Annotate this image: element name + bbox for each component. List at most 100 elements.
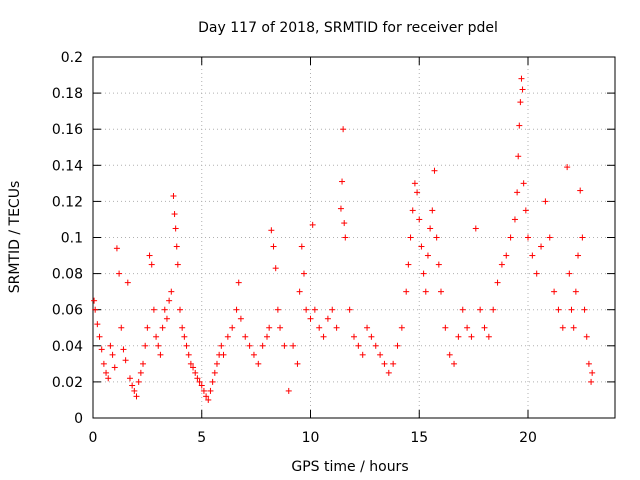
data-point bbox=[464, 324, 471, 331]
data-point bbox=[272, 265, 279, 272]
data-point bbox=[133, 393, 140, 400]
data-point bbox=[168, 288, 175, 295]
data-point bbox=[433, 234, 440, 241]
data-point bbox=[494, 279, 501, 286]
data-point bbox=[224, 333, 231, 340]
data-point bbox=[185, 351, 192, 358]
data-point bbox=[490, 306, 497, 313]
data-point bbox=[431, 167, 438, 174]
x-tick-label: 10 bbox=[302, 430, 320, 446]
data-point bbox=[427, 225, 434, 232]
y-tick-label: 0 bbox=[74, 411, 83, 427]
data-point bbox=[507, 234, 514, 241]
data-point bbox=[163, 315, 170, 322]
data-point bbox=[200, 387, 207, 394]
data-point bbox=[237, 315, 244, 322]
x-tick-label: 15 bbox=[410, 430, 428, 446]
data-point bbox=[146, 252, 153, 259]
data-point bbox=[405, 261, 412, 268]
data-point bbox=[585, 360, 592, 367]
data-point bbox=[398, 324, 405, 331]
data-point bbox=[259, 342, 266, 349]
data-point bbox=[300, 270, 307, 277]
data-point bbox=[229, 324, 236, 331]
data-point bbox=[514, 189, 521, 196]
chart-title: Day 117 of 2018, SRMTID for receiver pde… bbox=[198, 20, 498, 36]
data-point bbox=[559, 324, 566, 331]
data-point bbox=[207, 387, 214, 394]
data-point bbox=[153, 333, 160, 340]
data-point bbox=[194, 375, 201, 382]
x-tick-label: 5 bbox=[197, 430, 206, 446]
data-point bbox=[290, 342, 297, 349]
data-point bbox=[92, 306, 99, 313]
data-point bbox=[135, 378, 142, 385]
data-point bbox=[91, 297, 98, 304]
data-point bbox=[589, 369, 596, 376]
data-point bbox=[142, 342, 149, 349]
data-point bbox=[250, 351, 257, 358]
data-point bbox=[96, 333, 103, 340]
data-point bbox=[177, 306, 183, 313]
axis-ticks bbox=[92, 56, 615, 419]
data-point bbox=[409, 207, 416, 214]
data-point bbox=[111, 364, 118, 371]
data-point bbox=[385, 369, 392, 376]
data-point bbox=[519, 86, 526, 93]
data-point bbox=[511, 216, 518, 223]
data-point bbox=[109, 351, 116, 358]
y-tick-label: 0.16 bbox=[52, 122, 83, 138]
data-point bbox=[414, 189, 421, 196]
data-point bbox=[105, 375, 112, 382]
data-point bbox=[438, 288, 444, 295]
data-point bbox=[144, 324, 151, 331]
data-point bbox=[264, 333, 270, 340]
data-point bbox=[129, 382, 136, 389]
data-point bbox=[266, 324, 273, 331]
data-point bbox=[120, 346, 127, 353]
data-point bbox=[100, 360, 107, 367]
data-point bbox=[533, 270, 540, 277]
data-point bbox=[131, 387, 138, 394]
data-point bbox=[377, 351, 384, 358]
data-point bbox=[581, 306, 588, 313]
data-point bbox=[116, 270, 123, 277]
data-point bbox=[270, 243, 277, 250]
data-point bbox=[517, 99, 524, 106]
data-point bbox=[564, 164, 571, 171]
data-point bbox=[522, 207, 529, 214]
data-point bbox=[566, 270, 573, 277]
data-point bbox=[455, 333, 462, 340]
data-point bbox=[235, 279, 242, 286]
data-point bbox=[418, 243, 425, 250]
data-point bbox=[124, 279, 131, 286]
data-point bbox=[122, 357, 129, 364]
data-point bbox=[485, 333, 492, 340]
data-point bbox=[551, 288, 558, 295]
data-point bbox=[281, 342, 288, 349]
data-point bbox=[518, 75, 525, 82]
data-point bbox=[233, 306, 240, 313]
data-point bbox=[187, 360, 194, 367]
data-point bbox=[192, 369, 199, 376]
data-point bbox=[346, 306, 353, 313]
data-point bbox=[150, 306, 157, 313]
data-point bbox=[103, 369, 110, 376]
data-point bbox=[390, 360, 397, 367]
data-point bbox=[173, 243, 180, 250]
data-point bbox=[203, 393, 210, 400]
y-tick-label: 0.12 bbox=[52, 194, 83, 210]
data-point bbox=[309, 221, 316, 228]
data-point bbox=[468, 333, 475, 340]
data-point bbox=[218, 342, 225, 349]
data-point bbox=[359, 351, 366, 358]
data-point bbox=[209, 378, 216, 385]
data-point bbox=[337, 205, 344, 212]
data-point bbox=[422, 288, 429, 295]
data-point bbox=[364, 324, 371, 331]
data-point bbox=[296, 288, 303, 295]
data-point bbox=[311, 306, 318, 313]
data-point bbox=[294, 360, 301, 367]
y-tick-label: 0.08 bbox=[52, 267, 83, 283]
data-point bbox=[113, 245, 120, 252]
